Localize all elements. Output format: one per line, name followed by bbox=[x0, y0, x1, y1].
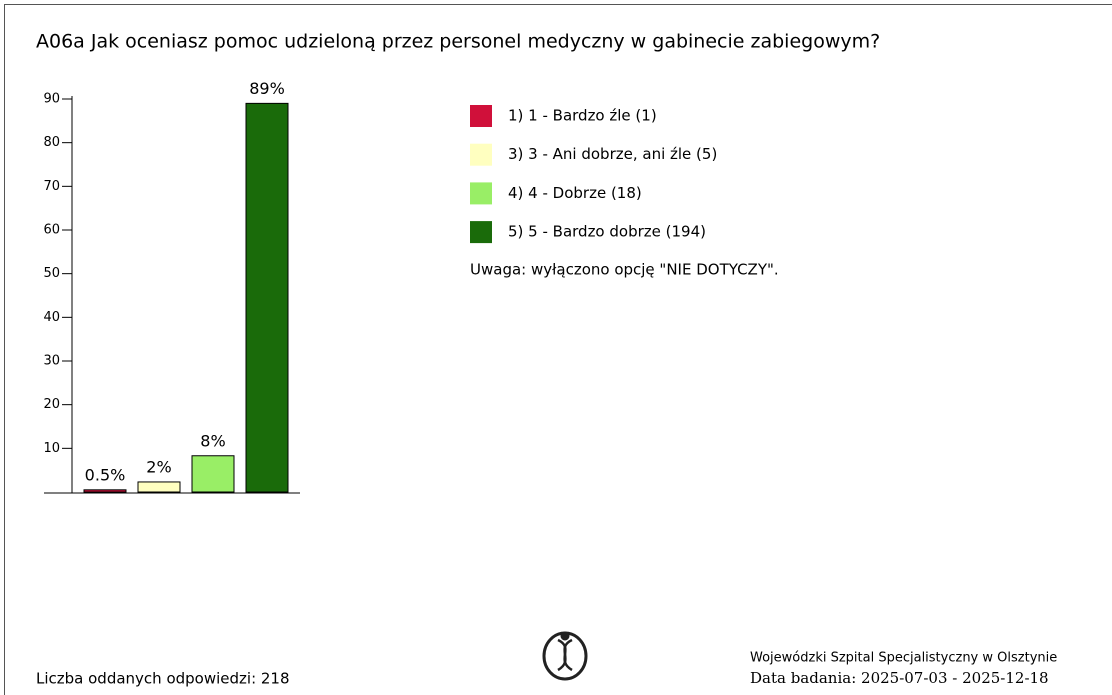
value-label: 0.5% bbox=[85, 465, 126, 484]
note: Uwaga: wyłączono opcję "NIE DOTYCZY". bbox=[470, 261, 779, 279]
y-tick-label: 10 bbox=[43, 441, 60, 456]
legend-swatch bbox=[470, 182, 492, 205]
chart-title: A06a Jak oceniasz pomoc udzieloną przez … bbox=[36, 31, 880, 53]
y-tick-label: 40 bbox=[43, 310, 60, 325]
bar bbox=[83, 489, 127, 493]
logo bbox=[542, 631, 588, 681]
legend-label: 5) 5 - Bardzo dobrze (194) bbox=[508, 223, 706, 241]
legend-swatch bbox=[470, 105, 492, 127]
legend-label: 1) 1 - Bardzo źle (1) bbox=[508, 107, 657, 125]
value-label: 8% bbox=[200, 431, 225, 450]
legend-label: 4) 4 - Dobrze (18) bbox=[508, 184, 642, 202]
legend-swatch bbox=[470, 143, 492, 166]
y-tick-label: 60 bbox=[43, 223, 60, 238]
bar bbox=[137, 481, 181, 493]
frame bbox=[4, 4, 1112, 695]
survey-date: Data badania: 2025-07-03 - 2025-12-18 bbox=[750, 669, 1049, 687]
y-tick-label: 30 bbox=[43, 354, 60, 369]
legend-label: 3) 3 - Ani dobrze, ani źle (5) bbox=[508, 145, 717, 163]
legend-swatch bbox=[470, 221, 492, 244]
institution: Wojewódzki Szpital Specjalistyczny w Ols… bbox=[750, 651, 1057, 666]
y-tick-label: 80 bbox=[43, 135, 60, 150]
y-tick-label: 50 bbox=[43, 266, 60, 281]
responses-count: Liczba oddanych odpowiedzi: 218 bbox=[36, 670, 290, 688]
bar bbox=[245, 102, 289, 493]
value-label: 2% bbox=[146, 457, 171, 476]
y-tick-label: 20 bbox=[43, 397, 60, 412]
y-tick-label: 90 bbox=[43, 92, 60, 107]
bar bbox=[191, 455, 235, 493]
value-label: 89% bbox=[249, 79, 285, 98]
y-tick-label: 70 bbox=[43, 179, 60, 194]
